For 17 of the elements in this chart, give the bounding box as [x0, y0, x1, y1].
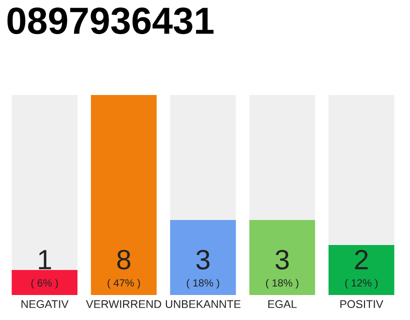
data-label: 3 — [196, 250, 210, 270]
x-tick-label: EGAL — [268, 300, 297, 308]
data-label: 3 — [276, 250, 289, 270]
annotation: ( 6% ) — [31, 278, 58, 289]
x-tick-label: VERWIRREND — [86, 300, 162, 308]
x-tick-label: UNBEKANNTE — [166, 300, 240, 308]
annotation: ( 18% ) — [186, 278, 220, 289]
data-label: 1 — [38, 250, 51, 270]
annotation: ( 18% ) — [266, 278, 298, 289]
annotation: ( 12% ) — [345, 278, 378, 289]
bar — [12, 270, 78, 295]
x-tick-label: NEGATIV — [22, 300, 69, 308]
data-label: 2 — [355, 250, 368, 270]
chart-title: 0897936431 — [7, 8, 214, 34]
x-tick-label: POSITIV — [340, 300, 384, 308]
annotation: ( 47% ) — [108, 278, 140, 289]
data-label: 8 — [117, 250, 130, 270]
